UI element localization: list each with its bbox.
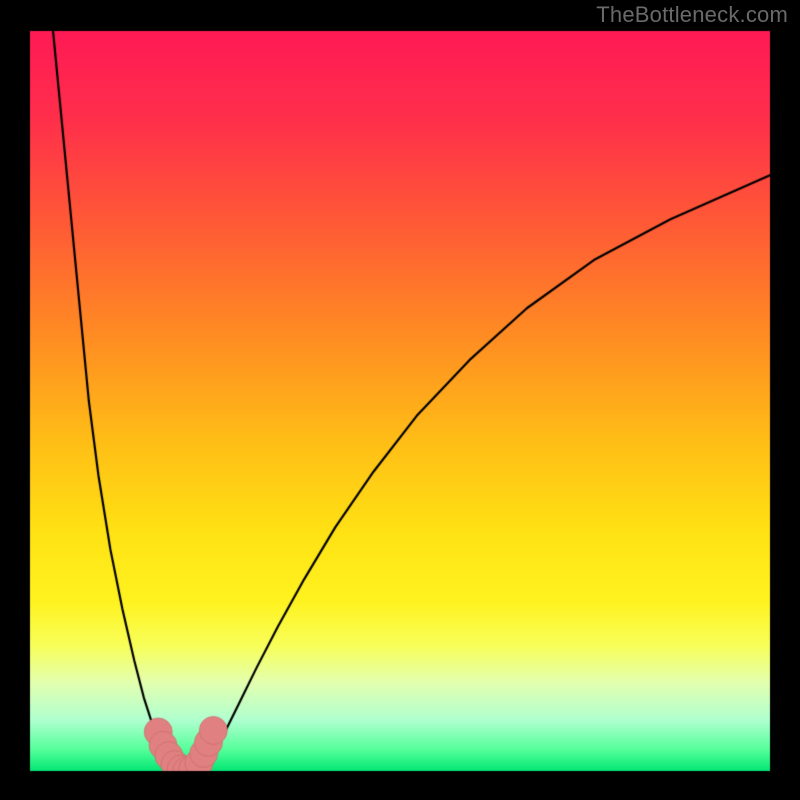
watermark-text: TheBottleneck.com xyxy=(596,2,788,28)
stage: TheBottleneck.com xyxy=(0,0,800,800)
bottleneck-plot xyxy=(29,30,771,772)
bottleneck-plot-canvas xyxy=(29,30,771,772)
